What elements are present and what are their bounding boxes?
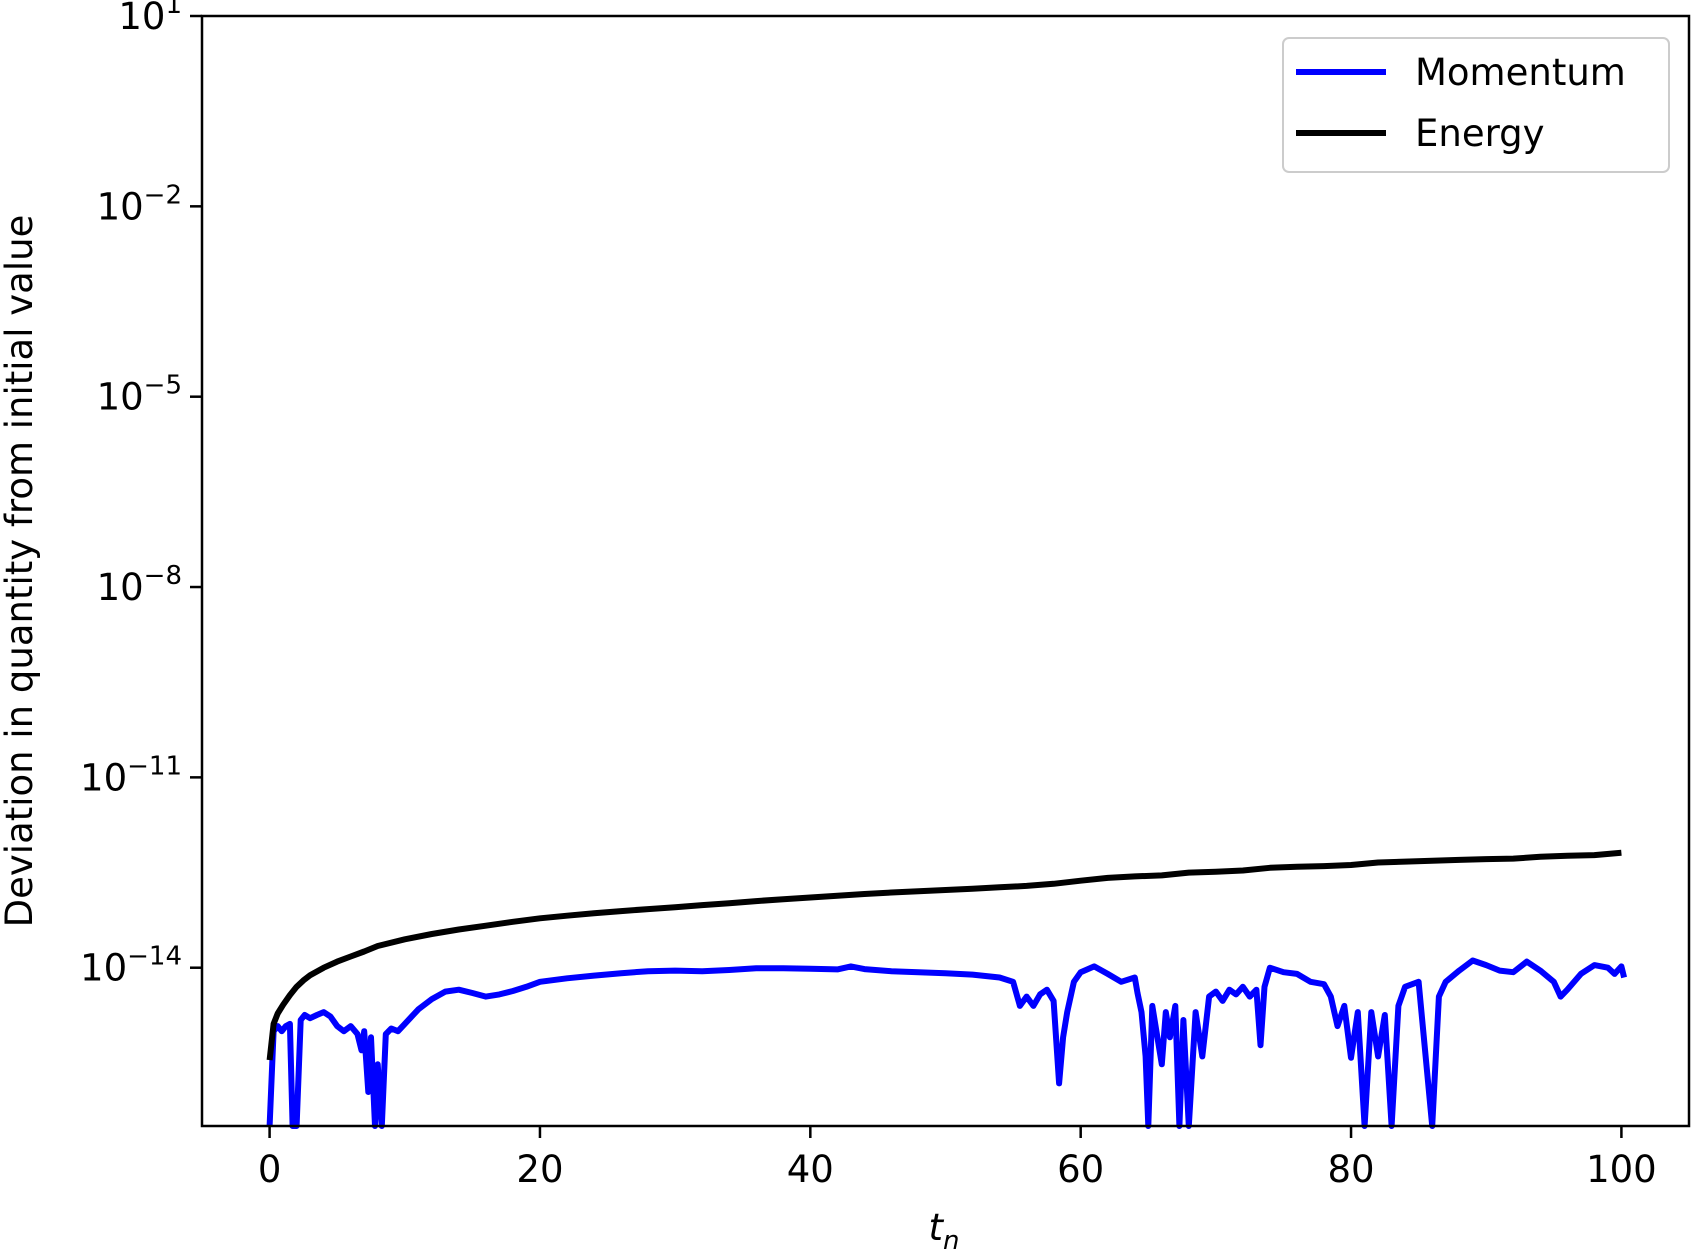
x-tick-label: 80	[1327, 1148, 1374, 1191]
x-tick-label: 100	[1586, 1148, 1657, 1191]
y-tick-label: 101	[118, 0, 182, 38]
y-tick-label: 10−11	[80, 751, 182, 799]
series-line-energy	[266, 849, 1622, 1061]
legend-label-momentum: Momentum	[1415, 51, 1626, 94]
y-axis-label: Deviation in quantity from initial value	[0, 215, 41, 928]
series-layer	[266, 849, 1628, 1129]
x-tick-label: 40	[787, 1148, 834, 1191]
series-line-momentum	[266, 957, 1628, 1129]
x-tick-label: 0	[258, 1148, 282, 1191]
x-axis-label-subscript: n	[943, 1226, 959, 1253]
legend-label-energy: Energy	[1415, 112, 1545, 155]
y-tick-label: 10−5	[97, 371, 182, 419]
x-tick-label: 60	[1057, 1148, 1104, 1191]
x-axis-label: tn	[929, 1206, 960, 1253]
x-axis-label-main: t	[929, 1206, 945, 1249]
ticks-layer: 0 20 40 60 80 100 101 10−2 10−5 10−8 10−11 10−14	[80, 0, 1657, 1191]
y-tick-label: 10−14	[80, 942, 182, 990]
y-tick-label: 10−2	[97, 180, 182, 228]
y-tick-label: 10−8	[97, 561, 182, 609]
plot-frame	[200, 14, 1691, 1128]
legend: Momentum Energy	[1282, 37, 1670, 173]
x-tick-label: 20	[516, 1148, 563, 1191]
